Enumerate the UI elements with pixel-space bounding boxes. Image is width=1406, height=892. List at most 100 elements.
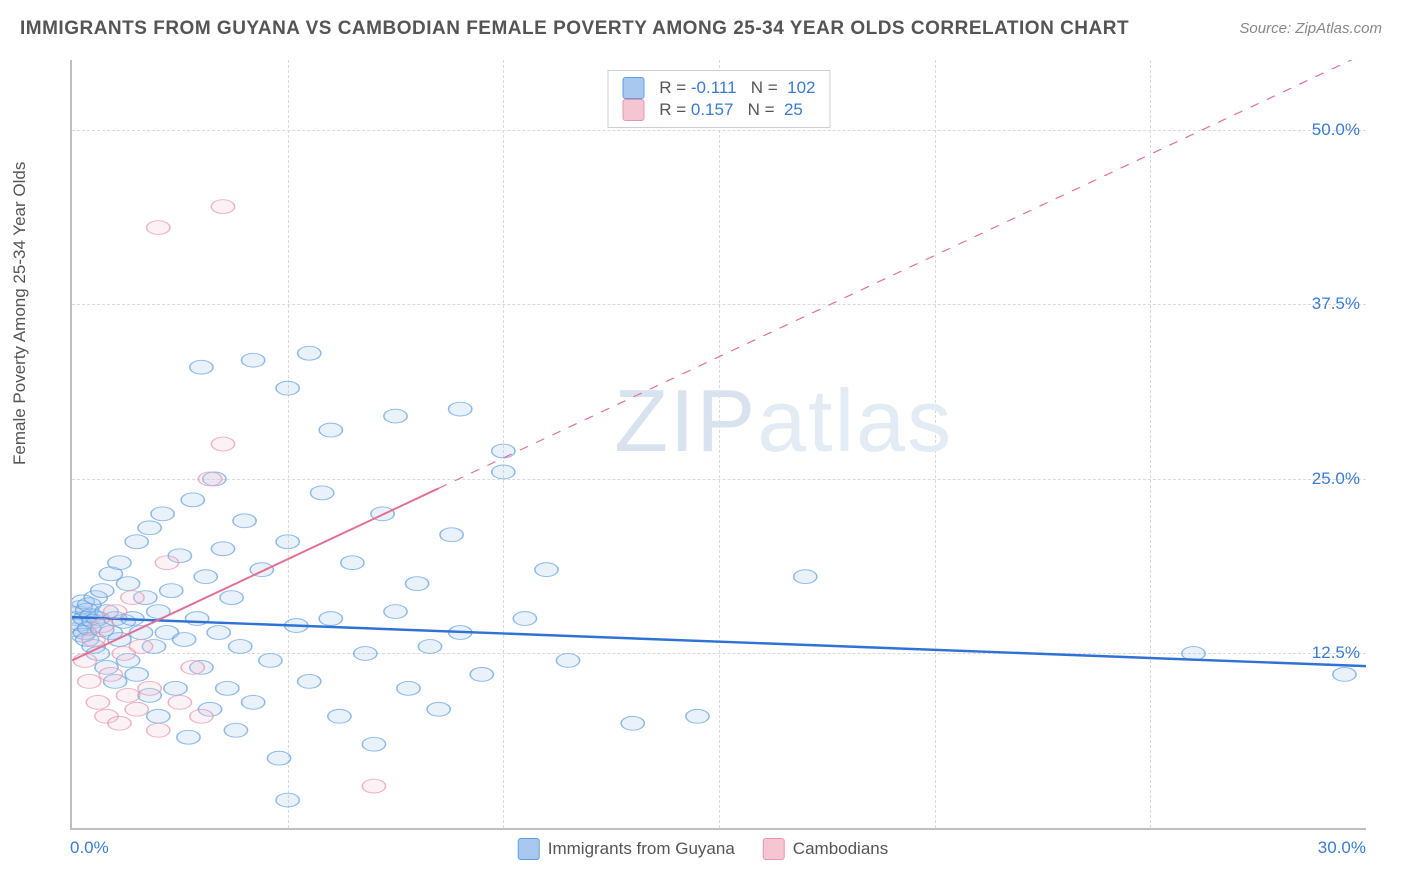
scatter-point-cambodians <box>86 695 109 709</box>
source-attribution: Source: ZipAtlas.com <box>1239 20 1382 37</box>
scatter-point-cambodians <box>108 716 131 730</box>
scatter-point-guyana <box>125 535 148 549</box>
scatter-point-guyana <box>405 577 428 591</box>
scatter-point-guyana <box>513 612 536 626</box>
scatter-point-guyana <box>177 730 200 744</box>
x-tick-label: 0.0% <box>70 838 109 858</box>
scatter-point-guyana <box>319 612 342 626</box>
chart-title: IMMIGRANTS FROM GUYANA VS CAMBODIAN FEMA… <box>20 18 1129 40</box>
chart-container: Female Poverty Among 25-34 Year Olds ZIP… <box>20 50 1386 880</box>
scatter-point-guyana <box>397 681 420 695</box>
scatter-point-cambodians <box>198 472 221 486</box>
scatter-point-guyana <box>556 654 579 668</box>
legend-label: Cambodians <box>793 839 888 859</box>
scatter-point-guyana <box>207 626 230 640</box>
scatter-point-guyana <box>190 360 213 374</box>
bottom-legend: Immigrants from Guyana Cambodians <box>518 838 889 860</box>
legend-item: Cambodians <box>763 838 888 860</box>
legend-item: Immigrants from Guyana <box>518 838 735 860</box>
scatter-point-guyana <box>216 681 239 695</box>
scatter-point-cambodians <box>168 695 191 709</box>
scatter-point-guyana <box>276 535 299 549</box>
scatter-point-guyana <box>211 542 234 556</box>
x-tick-label: 30.0% <box>1318 838 1366 858</box>
scatter-point-guyana <box>147 709 170 723</box>
scatter-point-guyana <box>181 493 204 507</box>
scatter-point-guyana <box>173 633 196 647</box>
legend-swatch <box>623 99 645 121</box>
legend-swatch <box>518 838 540 860</box>
scatter-point-guyana <box>311 486 334 500</box>
scatter-point-cambodians <box>211 437 234 451</box>
scatter-point-guyana <box>319 423 342 437</box>
scatter-point-cambodians <box>211 200 234 214</box>
stats-legend: R = -0.111 N = 102 R = 0.157 N = 25 <box>608 70 831 128</box>
scatter-point-guyana <box>242 353 265 367</box>
trendline-cambodians <box>72 488 439 660</box>
scatter-point-guyana <box>492 465 515 479</box>
stats-legend-row: R = 0.157 N = 25 <box>623 99 816 121</box>
scatter-point-guyana <box>194 570 217 584</box>
y-axis-label: Female Poverty Among 25-34 Year Olds <box>10 162 30 465</box>
scatter-svg <box>72 60 1366 828</box>
scatter-point-guyana <box>470 667 493 681</box>
scatter-point-guyana <box>298 674 321 688</box>
scatter-point-guyana <box>229 640 252 654</box>
scatter-point-guyana <box>1333 667 1356 681</box>
scatter-point-cambodians <box>121 591 144 605</box>
scatter-point-cambodians <box>82 633 105 647</box>
scatter-point-cambodians <box>116 688 139 702</box>
scatter-point-guyana <box>328 709 351 723</box>
scatter-point-guyana <box>151 507 174 521</box>
scatter-point-guyana <box>686 709 709 723</box>
scatter-point-guyana <box>138 521 161 535</box>
scatter-point-guyana <box>535 563 558 577</box>
scatter-point-cambodians <box>103 605 126 619</box>
scatter-point-guyana <box>341 556 364 570</box>
scatter-point-guyana <box>276 381 299 395</box>
scatter-point-cambodians <box>190 709 213 723</box>
scatter-point-guyana <box>794 570 817 584</box>
scatter-point-cambodians <box>129 640 152 654</box>
scatter-point-cambodians <box>147 221 170 235</box>
scatter-point-cambodians <box>155 556 178 570</box>
scatter-point-guyana <box>384 409 407 423</box>
scatter-point-cambodians <box>78 674 101 688</box>
scatter-point-guyana <box>125 667 148 681</box>
scatter-point-cambodians <box>99 667 122 681</box>
scatter-point-guyana <box>233 514 256 528</box>
scatter-point-cambodians <box>362 779 385 793</box>
scatter-point-guyana <box>492 444 515 458</box>
scatter-point-guyana <box>259 654 282 668</box>
scatter-point-guyana <box>621 716 644 730</box>
source-label: Source: <box>1239 20 1291 37</box>
legend-swatch <box>623 77 645 99</box>
scatter-point-cambodians <box>125 702 148 716</box>
scatter-point-cambodians <box>147 723 170 737</box>
scatter-point-guyana <box>384 605 407 619</box>
stats-text: R = 0.157 N = 25 <box>655 100 803 120</box>
scatter-point-guyana <box>276 793 299 807</box>
scatter-point-guyana <box>418 640 441 654</box>
scatter-point-cambodians <box>138 681 161 695</box>
source-value: ZipAtlas.com <box>1295 20 1382 37</box>
trendline-extrapolated-cambodians <box>439 60 1366 488</box>
stats-legend-row: R = -0.111 N = 102 <box>623 77 816 99</box>
scatter-point-guyana <box>354 647 377 661</box>
scatter-point-cambodians <box>181 661 204 675</box>
scatter-point-guyana <box>242 695 265 709</box>
scatter-point-guyana <box>108 556 131 570</box>
scatter-point-cambodians <box>91 619 114 633</box>
scatter-point-guyana <box>160 584 183 598</box>
scatter-point-guyana <box>267 751 290 765</box>
scatter-point-guyana <box>427 702 450 716</box>
plot-area: ZIPatlas R = -0.111 N = 102 R = 0.157 N … <box>70 60 1366 830</box>
legend-swatch <box>763 838 785 860</box>
scatter-point-guyana <box>449 402 472 416</box>
scatter-point-guyana <box>440 528 463 542</box>
scatter-point-guyana <box>164 681 187 695</box>
scatter-point-guyana <box>91 584 114 598</box>
legend-label: Immigrants from Guyana <box>548 839 735 859</box>
scatter-point-guyana <box>224 723 247 737</box>
stats-text: R = -0.111 N = 102 <box>655 78 816 98</box>
